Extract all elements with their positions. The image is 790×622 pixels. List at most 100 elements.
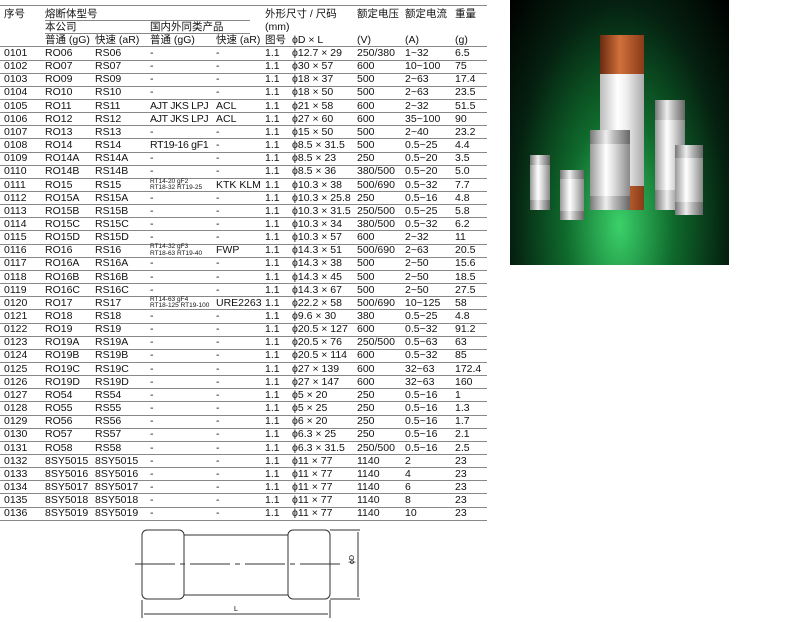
cell-weight: 23.2 — [455, 125, 476, 138]
cell-rated-voltage: 250 — [357, 191, 375, 204]
cell-seq: 0117 — [4, 257, 27, 270]
cell-weight: 4.4 — [455, 139, 470, 152]
cell-normal-model: RO13 — [45, 125, 73, 138]
cell-domestic-normal: - — [150, 494, 154, 507]
cell-domestic-normal: - — [150, 402, 154, 415]
cell-fig-no: 1.1 — [265, 323, 280, 336]
cell-domestic-normal: - — [150, 507, 154, 520]
cell-dimensions: ϕ6.3 × 31.5 — [292, 441, 345, 454]
header-weight-unit: (g) — [455, 34, 468, 46]
cell-weight: 90 — [455, 112, 467, 125]
cell-rated-voltage: 600 — [357, 231, 375, 244]
cell-domestic-fast: - — [216, 507, 220, 520]
cell-rated-voltage: 1140 — [357, 467, 380, 480]
cell-weight: 2.1 — [455, 428, 470, 441]
cell-domestic-fast: - — [216, 388, 220, 401]
cell-fast-model: RS57 — [95, 428, 122, 441]
cell-domestic-fast: - — [216, 60, 220, 73]
cell-domestic-normal: RT14-32 gF3 RT18-63 RT19-40 — [150, 243, 203, 257]
cell-domestic-normal: - — [150, 60, 154, 73]
cell-weight: 5.0 — [455, 165, 470, 178]
cell-domestic-normal: AJT JKS LPJ — [150, 112, 209, 125]
cell-dimensions: ϕ12.7 × 29 — [292, 47, 342, 59]
cell-normal-model: RO16 — [45, 244, 73, 257]
cell-fast-model: RS16C — [95, 283, 129, 296]
cell-rated-voltage: 600 — [357, 323, 375, 336]
cell-seq: 0112 — [4, 191, 27, 204]
row-divider — [0, 164, 487, 166]
header-own: 本公司 — [45, 21, 77, 33]
cell-rated-current: 2 — [405, 454, 411, 467]
cell-fig-no: 1.1 — [265, 402, 280, 415]
row-divider — [0, 296, 487, 298]
cell-domestic-fast: - — [216, 217, 220, 230]
cell-dimensions: ϕ11 × 77 — [292, 467, 333, 480]
cell-dimensions: ϕ30 × 57 — [292, 60, 334, 73]
cell-seq: 0102 — [4, 60, 28, 73]
cell-domestic-fast: - — [216, 441, 220, 454]
divider — [0, 5, 487, 6]
cell-domestic-fast: - — [216, 415, 220, 428]
header-voltage: 额定电压 — [357, 8, 399, 20]
cell-rated-voltage: 250 — [357, 388, 375, 401]
cell-domestic-fast: - — [216, 47, 220, 59]
cell-domestic-fast: URE2263 — [216, 296, 262, 309]
cell-weight: 7.7 — [455, 178, 470, 191]
cell-rated-current: 2~63 — [405, 86, 429, 99]
cell-domestic-normal: - — [150, 270, 154, 283]
cell-seq: 0123 — [4, 336, 28, 349]
cell-domestic-normal: - — [150, 375, 154, 388]
cell-rated-current: 32~63 — [405, 375, 435, 388]
cell-seq: 0132 — [4, 454, 28, 467]
cell-domestic-normal: - — [150, 86, 154, 99]
cell-rated-current: 32~63 — [405, 362, 435, 375]
cell-domestic-normal: - — [150, 47, 154, 59]
row-divider — [0, 269, 487, 271]
row-divider — [0, 348, 487, 350]
cell-normal-model: RO06 — [45, 47, 73, 59]
cell-rated-voltage: 1140 — [357, 480, 380, 493]
cell-rated-voltage: 600 — [357, 99, 375, 112]
row-divider — [0, 467, 487, 469]
cell-seq: 0107 — [4, 125, 28, 138]
cell-rated-current: 0.5~16 — [405, 191, 438, 204]
cell-domestic-normal: - — [150, 428, 154, 441]
row-divider — [0, 217, 487, 219]
cell-rated-current: 2~50 — [405, 270, 429, 283]
cell-rated-current: 2~32 — [405, 99, 429, 112]
cell-fig-no: 1.1 — [265, 165, 280, 178]
cell-fast-model: RS54 — [95, 388, 122, 401]
cell-weight: 51.5 — [455, 99, 476, 112]
cell-fig-no: 1.1 — [265, 388, 280, 401]
cell-rated-voltage: 600 — [357, 362, 375, 375]
cell-domestic-fast: - — [216, 467, 220, 480]
cell-fast-model: RS16 — [95, 244, 122, 257]
row-divider — [0, 454, 487, 455]
cell-normal-model: RO07 — [45, 60, 73, 73]
cell-domestic-normal: RT14-63 gF4 RT18-125 RT19-100 — [150, 295, 210, 310]
cell-fast-model: RS11 — [95, 99, 121, 112]
cell-dimensions: ϕ22.2 × 58 — [292, 296, 342, 309]
cell-weight: 1.3 — [455, 402, 470, 415]
cell-fig-no: 1.1 — [265, 73, 280, 86]
cell-weight: 15.6 — [455, 257, 476, 270]
cell-fig-no: 1.1 — [265, 217, 280, 230]
cell-rated-voltage: 250 — [357, 415, 375, 428]
cell-weight: 5.8 — [455, 204, 470, 217]
cell-fast-model: RS13 — [95, 125, 122, 138]
cell-fig-no: 1.1 — [265, 310, 280, 322]
cell-dimensions: ϕ11 × 77 — [292, 454, 333, 467]
cell-normal-model: 8SY5015 — [45, 454, 89, 467]
cell-normal-model: RO14A — [45, 152, 80, 165]
cell-rated-current: 0.5~63 — [405, 336, 438, 349]
header-normal-gg: 普通 (gG) — [45, 34, 90, 46]
cell-domestic-fast: ACL — [216, 99, 237, 112]
cell-weight: 91.2 — [455, 323, 476, 336]
row-divider — [0, 401, 487, 403]
cell-normal-model: RO54 — [45, 388, 73, 401]
cell-normal-model: RO56 — [45, 415, 73, 428]
cell-fig-no: 1.1 — [265, 415, 280, 428]
cell-rated-current: 2~63 — [405, 244, 429, 257]
cell-dimensions: ϕ14.3 × 51 — [292, 244, 342, 257]
cell-rated-current: 0.5~32 — [405, 323, 438, 336]
